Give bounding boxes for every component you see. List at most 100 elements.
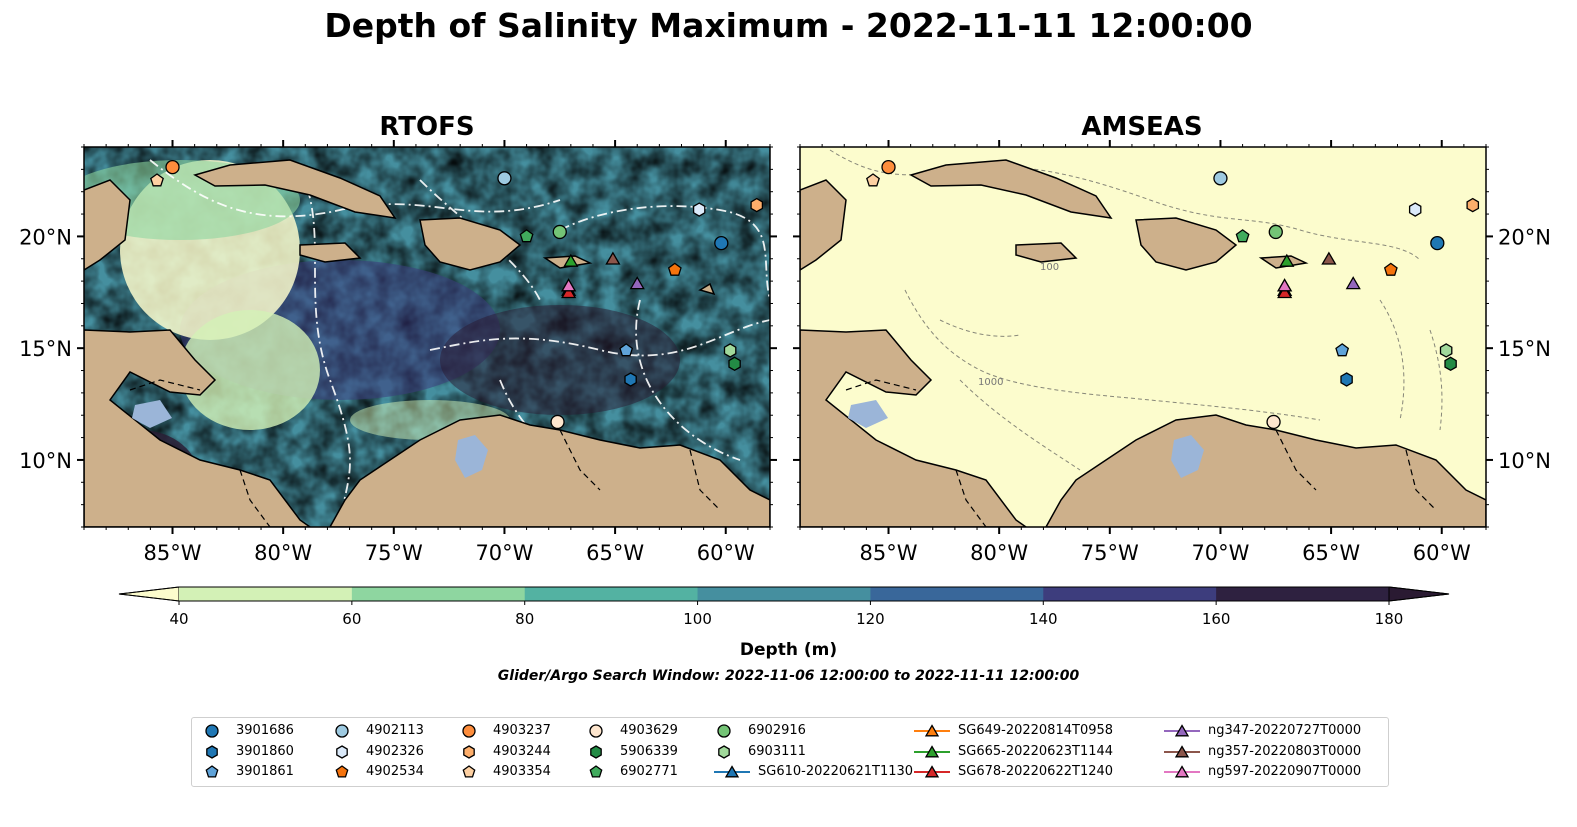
legend-swatch [914,744,950,757]
legend-swatch [590,744,602,759]
legend-marker [589,724,603,738]
marker-ng357-20220803T0000 [1321,251,1337,265]
legend-swatch [205,765,219,778]
legend-marker [924,744,940,757]
legend-marker [462,724,476,738]
panel-title-amseas: AMSEAS [1081,112,1203,142]
marker-4903629 [550,414,565,430]
colorbar-label: Depth (m) [739,640,838,660]
marker-3901860 [624,372,637,387]
legend: 3901686 3901860 3901861 4902113 4902326 49025… [191,717,1389,787]
legend-swatch [335,724,349,738]
colorbar-tick-label: 180 [1375,610,1404,628]
colorbar-tick-label: 60 [342,610,361,628]
legend-label: 6902916 [748,723,806,738]
legend-swatch [206,744,218,759]
legend-label: 3901861 [236,764,294,779]
marker-4903244 [750,197,764,213]
colorbar-tick-label: 140 [1029,610,1058,628]
legend-swatch [1164,765,1200,778]
legend-marker [718,744,730,759]
marker-3901686 [714,235,729,251]
legend-label: 3901686 [236,723,294,738]
colorbar-segment [179,587,353,601]
lat-tick-label: 20°N [19,225,72,249]
legend-label: SG678-20220622T1240 [958,764,1114,779]
lon-tick-label: 70°W [1191,541,1249,565]
marker-3901861 [619,343,634,357]
rtofs-field [84,147,770,527]
colorbar-segment [524,587,699,601]
marker-4902326 [692,202,706,217]
contour-label-1000: 1000 [978,377,1003,388]
figure-title: Depth of Salinity Maximum - 2022-11-11 1… [324,6,1253,45]
marker-4903354 [866,173,880,187]
legend-label: 3901860 [236,743,294,759]
amseas-land [800,159,1486,527]
legend-marker [462,765,476,778]
marker-4903237 [881,159,896,175]
legend-label: ng347-20220727T0000 [1208,723,1362,738]
map-panel-rtofs [83,146,771,528]
map-panel-amseas: 100 1000 [799,146,1487,528]
legend-label: ng597-20220907T0000 [1208,764,1362,779]
legend-marker [205,765,219,778]
marker-6902771 [519,229,534,243]
colorbar-tick-label: 120 [856,610,885,628]
legend-label: SG610-20220621T1130 [758,764,914,779]
lon-tick-label: 80°W [970,541,1028,565]
legend-marker [205,724,219,738]
amseas-borders [845,379,1437,527]
legend-label: 4903237 [493,723,551,738]
legend-swatch [462,724,476,738]
legend-label: SG665-20220623T1144 [958,743,1114,759]
lon-tick-label: 65°W [1302,541,1360,565]
marker-4902113 [497,171,512,186]
colorbar-segment [697,587,871,601]
legend-swatch [336,744,348,759]
rtofs-lakes [132,400,488,478]
points-layer [150,159,1480,430]
lon-tick-label: 60°W [1413,541,1471,565]
legend-label: 4902113 [366,723,424,738]
legend-label: SG649-20220814T0958 [958,723,1114,738]
lat-tick-label: 20°N [1498,225,1551,249]
marker-ng347-20220727T0000 [629,276,645,290]
legend-marker [463,744,475,759]
lat-tick-label: 10°N [1498,449,1551,473]
marker-4902534 [667,262,682,276]
marker-SG665-20220623T1144 [563,253,579,267]
colorbar-segment [1216,587,1390,601]
legend-swatch [463,744,475,759]
legend-marker [206,744,218,759]
marker-SG665-20220623T1144 [1279,253,1295,267]
colorbar-segment [351,587,526,601]
colorbar-tick-label: 40 [169,610,188,628]
marker-4903237 [165,159,180,175]
legend-marker [1174,744,1190,757]
lon-tick-label: 75°W [1081,541,1139,565]
colorbar-extend-high [1388,586,1450,602]
marker-5906339 [728,356,741,372]
marker-3901686 [1430,235,1445,251]
legend-marker [336,744,348,759]
legend-marker [589,765,603,778]
legend-label: 4902534 [366,764,424,779]
marker-6903111 [723,343,737,358]
legend-marker [717,724,731,738]
legend-marker [1174,765,1190,778]
legend-marker [924,765,940,778]
lon-tick-label: 85°W [860,541,918,565]
search-window-caption: Glider/Argo Search Window: 2022-11-06 12… [497,668,1080,684]
marker-4903629 [1266,414,1281,430]
panel-title-rtofs: RTOFS [379,112,475,142]
colorbar-extend-low [118,586,180,602]
legend-swatch [462,765,476,778]
legend-marker [724,765,740,778]
legend-marker [924,724,940,737]
legend-swatch [205,724,219,738]
lon-tick-label: 80°W [254,541,312,565]
amseas-field: 100 1000 [800,147,1486,527]
legend-label: 4903354 [493,764,551,779]
marker-4902534 [1383,262,1398,276]
